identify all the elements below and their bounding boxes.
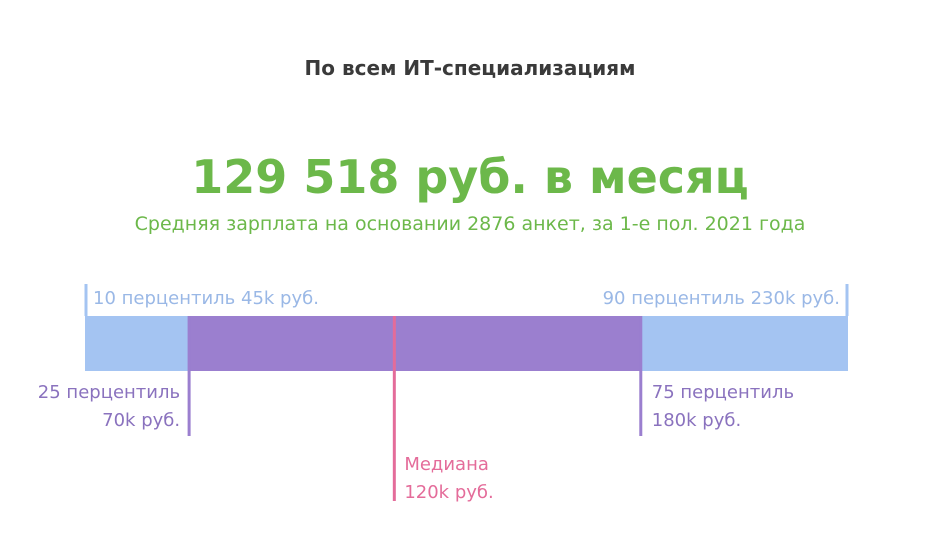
median-label-value: 120k руб. [404, 482, 493, 503]
p75-label-title: 75 перцентиль [652, 382, 794, 403]
page-title: По всем ИТ-специализациям [304, 56, 636, 80]
median-label-title: Медиана [404, 454, 489, 475]
p25-label-title: 25 перцентиль [38, 382, 180, 403]
average-salary-headline: 129 518 руб. в месяц [191, 150, 749, 204]
p25-p75-range-bar [188, 316, 642, 371]
p90-label: 90 перцентиль 230k руб. [603, 288, 840, 309]
p75-label-value: 180k руб. [652, 410, 741, 431]
p25-label-value: 70k руб. [102, 410, 180, 431]
p10-label: 10 перцентиль 45k руб. [93, 288, 319, 309]
salary-percentile-chart: 10 перцентиль 45k руб. 90 перцентиль 230… [38, 284, 849, 503]
average-salary-caption: Средняя зарплата на основании 2876 анкет… [134, 213, 806, 235]
